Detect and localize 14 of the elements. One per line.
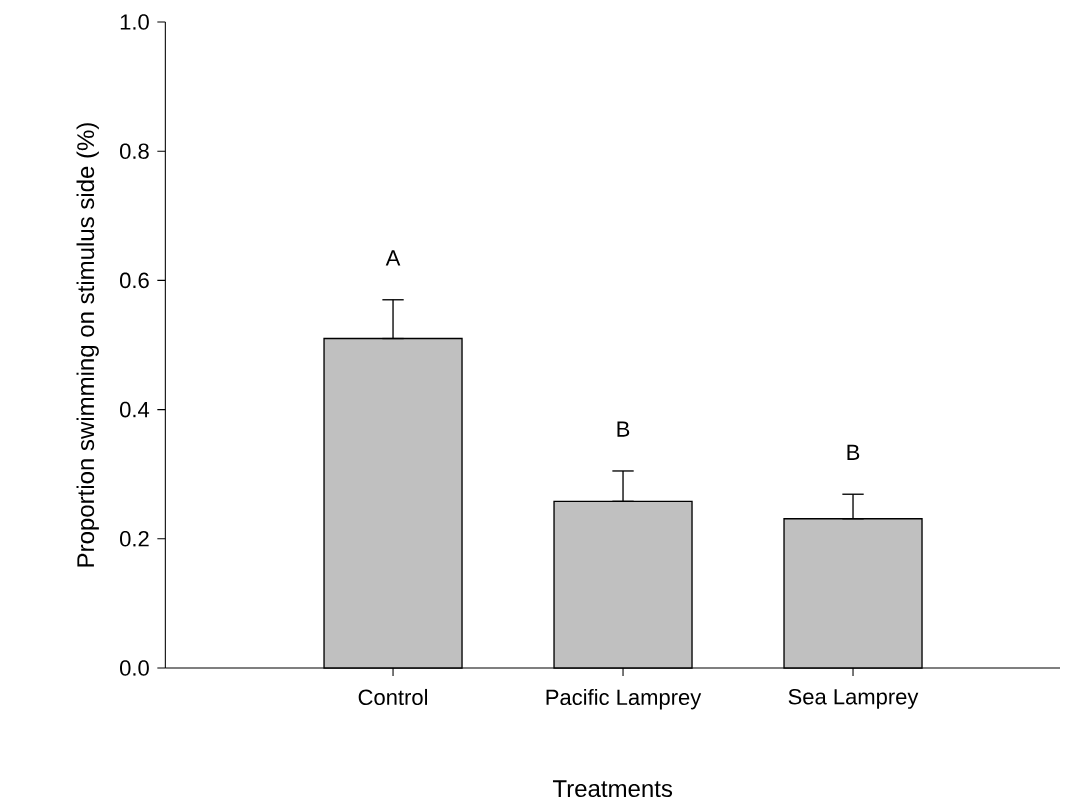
- y-tick-label: 0.4: [120, 401, 150, 418]
- y-tick-label: 1.0: [120, 14, 149, 30]
- y-axis-title: Proportion swimming on stimulus side (%): [76, 123, 99, 567]
- y-tick-label: 0.8: [120, 143, 149, 159]
- y-tick-label: 0.2: [120, 531, 149, 547]
- y-tick-label: 0.6: [120, 272, 149, 289]
- annotation: B: [847, 444, 860, 460]
- y-tick-label: 0.0: [120, 660, 149, 676]
- x-tick-label: Sea Lamprey: [788, 688, 919, 709]
- annotation: A: [385, 250, 401, 266]
- x-tick-label: Control: [358, 688, 427, 706]
- x-axis-title: Treatments: [552, 780, 673, 798]
- x-tick-label: Pacific Lamprey: [546, 688, 702, 710]
- annotation: B: [617, 421, 630, 437]
